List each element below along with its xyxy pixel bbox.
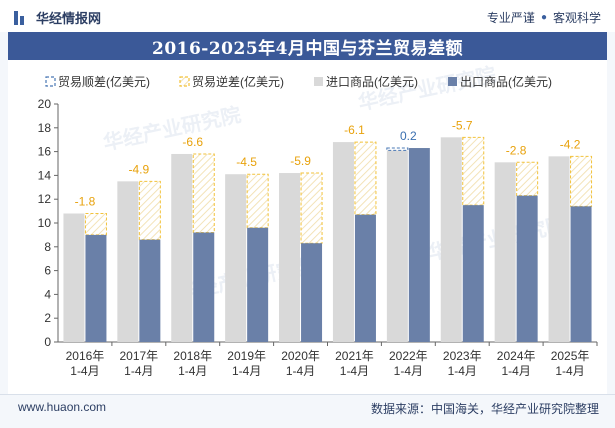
slogan-right: 客观科学 [552, 11, 601, 25]
deficit-box [516, 161, 539, 197]
export-bar [408, 148, 430, 342]
x-tick-label: 1-4月 [394, 364, 423, 378]
site-url: www.huaon.com [18, 400, 107, 414]
x-tick-label: 2017年 [119, 349, 158, 363]
deficit-box [84, 212, 107, 236]
balance-label: -4.5 [236, 155, 257, 169]
slogan: 专业严谨 ● 客观科学 [487, 9, 601, 26]
legend-label: 贸易顺差(亿美元) [58, 74, 150, 89]
y-tick-label: 8 [44, 240, 51, 254]
import-bar [440, 137, 462, 342]
deficit-box [138, 180, 161, 241]
legend-label: 贸易逆差(亿美元) [192, 74, 284, 89]
y-tick-label: 10 [38, 216, 52, 230]
import-bar [63, 213, 85, 342]
x-tick-label: 2020年 [281, 349, 320, 363]
import-bar [494, 162, 516, 342]
brand-name: 华经情报网 [36, 11, 102, 26]
x-tick-label: 2025年 [551, 349, 590, 363]
x-tick-label: 2023年 [443, 349, 482, 363]
y-tick-label: 2 [44, 311, 51, 325]
balance-label: -6.1 [344, 123, 365, 137]
chart-canvas: 华经产业研究院华经产业研究院华经产业研究院华经产业研究院贸易顺差(亿美元)贸易逆… [8, 60, 607, 394]
slogan-left: 专业严谨 [486, 11, 535, 25]
import-bar [332, 142, 354, 342]
x-tick-label: 1-4月 [501, 364, 530, 378]
export-bar [516, 195, 538, 342]
balance-label: -6.6 [182, 135, 203, 149]
import-bar [117, 181, 139, 342]
legend-deficit-marker [179, 76, 190, 87]
bar-logo-icon [14, 10, 30, 25]
legend-import-marker [314, 77, 323, 86]
x-tick-label: 2024年 [497, 349, 536, 363]
slogan-dot-icon: ● [540, 12, 547, 23]
import-bar [548, 156, 570, 342]
balance-label: -1.8 [75, 194, 96, 208]
export-bar [570, 206, 592, 342]
export-bar [301, 243, 323, 342]
chart-title: 2016-2025年4月中国与芬兰贸易差额 [151, 38, 463, 59]
legend-export-marker [448, 77, 457, 86]
import-bar [171, 153, 193, 342]
x-tick-label: 1-4月 [555, 364, 584, 378]
legend-label: 出口商品(亿美元) [460, 74, 552, 89]
export-bar [462, 205, 484, 342]
y-tick-label: 14 [38, 168, 52, 182]
export-bar [139, 239, 161, 342]
deficit-box [354, 141, 377, 216]
y-tick-label: 0 [44, 335, 51, 349]
import-bar [225, 174, 247, 342]
y-tick-label: 16 [38, 145, 52, 159]
y-tick-label: 12 [38, 192, 52, 206]
top-bar: 华经情报网 专业严谨 ● 客观科学 [0, 0, 615, 32]
x-tick-label: 1-4月 [70, 364, 99, 378]
title-bar: 2016-2025年4月中国与芬兰贸易差额 [8, 32, 607, 60]
deficit-box [462, 136, 485, 206]
export-bar [247, 227, 269, 342]
x-tick-label: 1-4月 [178, 364, 207, 378]
x-tick-label: 2022年 [389, 349, 428, 363]
x-tick-label: 2021年 [335, 349, 374, 363]
balance-label: -5.9 [290, 154, 311, 168]
import-bar [279, 173, 301, 342]
x-tick-label: 1-4月 [286, 364, 315, 378]
export-bar [85, 234, 107, 342]
balance-label: -4.2 [560, 137, 581, 151]
balance-label: 0.2 [400, 129, 417, 143]
x-tick-label: 1-4月 [448, 364, 477, 378]
x-tick-label: 2016年 [66, 349, 105, 363]
deficit-box [570, 155, 593, 207]
data-source: 数据来源：中国海关，华经产业研究院整理 [370, 402, 599, 416]
export-bar [354, 214, 376, 342]
deficit-box [300, 172, 323, 244]
brand: 华经情报网 [14, 8, 101, 27]
import-bar [386, 150, 408, 342]
y-tick-label: 4 [44, 287, 51, 301]
y-tick-label: 18 [38, 121, 52, 135]
legend-label: 进口商品(亿美元) [326, 74, 418, 89]
deficit-box [246, 173, 269, 229]
x-tick-label: 2019年 [227, 349, 266, 363]
x-tick-label: 2018年 [173, 349, 212, 363]
surplus-box [386, 147, 409, 151]
legend-surplus-marker [45, 76, 56, 87]
export-bar [193, 232, 215, 342]
balance-label: -2.8 [506, 143, 527, 157]
x-tick-label: 1-4月 [232, 364, 261, 378]
footer [0, 394, 615, 428]
x-tick-label: 1-4月 [124, 364, 153, 378]
balance-label: -5.7 [452, 118, 473, 132]
x-tick-label: 1-4月 [340, 364, 369, 378]
balance-label: -4.9 [129, 162, 150, 176]
y-tick-label: 20 [38, 97, 52, 111]
y-tick-label: 6 [44, 264, 51, 278]
deficit-box [192, 153, 215, 234]
